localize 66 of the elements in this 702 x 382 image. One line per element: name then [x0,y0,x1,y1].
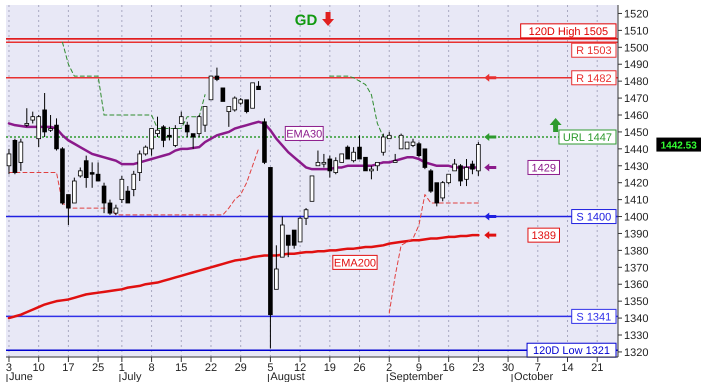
candlestick [131,170,136,197]
y-tick-label: 1380 [624,245,648,258]
y-tick-label: 1500 [624,42,648,54]
x-tick-label: 22 [204,362,218,374]
series-label: EMA30 [286,128,322,140]
x-tick-label: 29 [234,362,247,374]
x-tick-label: 16 [442,362,455,374]
annotation: 1389 [531,230,556,242]
annotation: 1429 [531,162,556,174]
x-tick-label: 30 [502,362,514,374]
x-tick-label: 5 [267,362,274,374]
ref-line-label: S 1400 [576,212,612,224]
y-tick-label: 1420 [624,178,648,190]
x-tick-label: 21 [591,362,604,374]
y-tick-label: 1440 [624,144,648,156]
x-tick-label: 25 [92,362,104,374]
ref-line-label: R 1482 [576,72,612,85]
line-series [8,234,480,320]
y-tick-label: 1490 [624,59,648,72]
ref-line-label: R 1503 [576,45,612,58]
y-tick-label: 1470 [624,93,648,106]
y-tick-label: 1410 [624,194,648,207]
candlestick [24,108,30,128]
text: September [389,371,444,382]
ref-line-label: 120D Low 1321 [533,345,610,358]
series-label: EMA200 [334,257,376,270]
text: June [9,371,33,382]
y-tick-label: 1350 [624,296,648,308]
x-tick-label: 10 [32,362,45,374]
y-tick-label: 1460 [624,110,648,122]
candlestick [184,121,190,138]
y-tick-label: 1480 [624,76,648,88]
x-tick-label: 26 [353,362,366,374]
x-tick-label: 9 [416,362,422,374]
y-tick-label: 1340 [624,313,648,326]
ref-line-label: URL 1447 [562,132,612,144]
ref-line-label: 120D High 1505 [528,26,608,38]
y-tick-label: 1370 [624,262,648,274]
y-tick-label: 1360 [624,279,648,292]
y-tick-label: 1520 [624,8,648,20]
x-tick-label: 15 [175,362,188,374]
y-tick-label: 1320 [624,346,648,359]
x-tick-label: 8 [148,362,155,374]
x-tick-label: 2 [386,362,392,374]
x-tick-label: 19 [324,362,336,374]
text: July [122,371,142,382]
y-tick-label: 1430 [624,160,648,173]
text: October [514,371,554,382]
x-tick-label: 23 [472,362,484,374]
y-tick-label: 1390 [624,228,648,240]
text: 1442.53 [660,140,698,152]
text: August [270,371,305,382]
x-tick-label: 17 [62,362,75,374]
annotation: GD [294,12,318,29]
x-tick-label: 12 [294,362,306,374]
x-tick-label: 3 [6,362,12,374]
y-tick-label: 1510 [624,25,648,38]
y-tick-label: 1400 [624,212,648,224]
candlestick [178,111,184,124]
x-tick-label: 7 [534,362,541,374]
candlestick [220,88,226,102]
x-tick-label: 14 [561,362,574,374]
ref-line-label: S 1341 [576,311,612,324]
y-tick-label: 1450 [624,126,648,139]
x-tick-label: 1 [118,362,125,374]
y-tick-label: 1330 [624,330,648,342]
